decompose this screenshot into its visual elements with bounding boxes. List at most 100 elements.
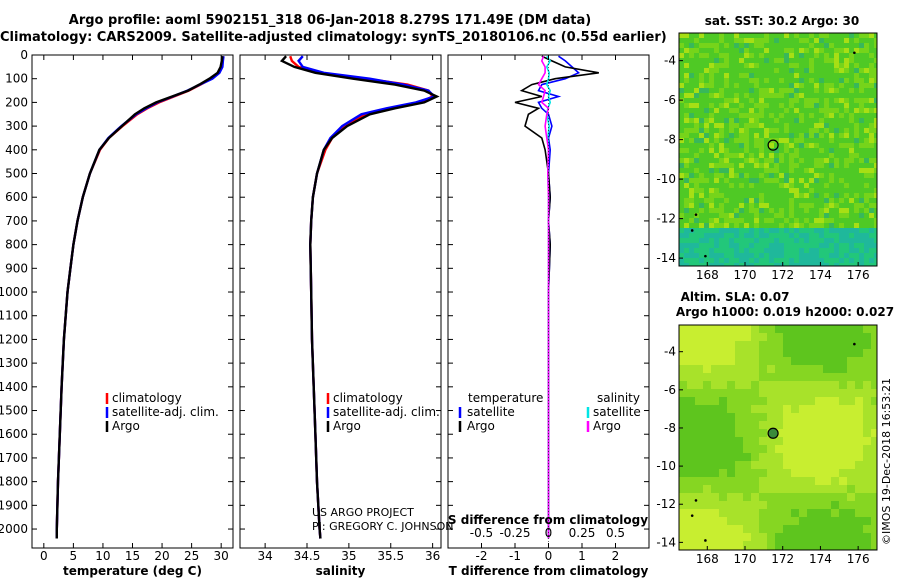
map-cell (679, 485, 687, 493)
map-cell (874, 238, 877, 243)
map-cell (769, 128, 774, 133)
map-cell (814, 88, 819, 93)
map-x-tick-label: 174 (809, 552, 832, 566)
map-cell (799, 248, 804, 253)
map-cell (699, 143, 704, 148)
map-cell (799, 381, 807, 389)
map-cell (744, 113, 749, 118)
map-y-tick-label: -14 (656, 251, 676, 265)
map-cell (829, 133, 834, 138)
map-cell (727, 397, 735, 405)
map-cell (807, 325, 815, 333)
map-cell (729, 88, 734, 93)
map-cell (847, 405, 855, 413)
map-cell (759, 78, 764, 83)
map-cell (754, 123, 759, 128)
map-cell (819, 78, 824, 83)
map-cell (864, 138, 869, 143)
y-tick-label: 2000 (0, 522, 28, 536)
map-cell (854, 38, 859, 43)
map-cell (799, 437, 807, 445)
map-cell (859, 188, 864, 193)
map-cell (703, 485, 711, 493)
map-cell (804, 128, 809, 133)
map-cell (855, 445, 863, 453)
map-cell (743, 533, 751, 541)
map-cell (684, 183, 689, 188)
map-cell (819, 213, 824, 218)
map-cell (699, 263, 704, 266)
map-cell (703, 501, 711, 509)
map-cell (839, 98, 844, 103)
map-cell (807, 501, 815, 509)
map-cell (751, 509, 759, 517)
map-cell (764, 253, 769, 258)
map-cell (709, 158, 714, 163)
map-cell (774, 223, 779, 228)
map-cell (869, 138, 874, 143)
map-cell (849, 78, 854, 83)
map-cell (743, 445, 751, 453)
map-cell (759, 238, 764, 243)
map-cell (735, 429, 743, 437)
map-cell (783, 341, 791, 349)
map-cell (804, 63, 809, 68)
map-cell (704, 48, 709, 53)
map-cell (779, 263, 784, 266)
map-cell (814, 148, 819, 153)
map-cell (744, 133, 749, 138)
map-cell (839, 413, 847, 421)
map-cell (863, 541, 871, 549)
map-cell (844, 208, 849, 213)
map-cell (724, 83, 729, 88)
map-cell (739, 153, 744, 158)
map-cell (844, 108, 849, 113)
map-cell (874, 73, 877, 78)
x-tick-label: 1 (578, 549, 586, 563)
map-cell (864, 173, 869, 178)
map-cell (719, 38, 724, 43)
map-cell (699, 108, 704, 113)
map-cell (815, 469, 823, 477)
map-cell (804, 123, 809, 128)
map-cell (784, 253, 789, 258)
map-cell (829, 78, 834, 83)
map-cell (864, 58, 869, 63)
map-cell (809, 188, 814, 193)
map-cell (807, 533, 815, 541)
map-cell (743, 493, 751, 501)
series-line-salinity-satellite-adj--clim- (297, 55, 437, 539)
map-cell (714, 203, 719, 208)
map-cell (834, 163, 839, 168)
map-cell (709, 248, 714, 253)
map-cell (704, 148, 709, 153)
map-cell (869, 153, 874, 158)
map-cell (794, 98, 799, 103)
map-cell (711, 517, 719, 525)
map-cell (804, 98, 809, 103)
map-cell (729, 128, 734, 133)
map-cell (699, 208, 704, 213)
map-cell (684, 153, 689, 158)
map-cell (863, 365, 871, 373)
map-cell (704, 38, 709, 43)
map-cell (783, 517, 791, 525)
map-cell (719, 113, 724, 118)
map-cell (719, 213, 724, 218)
map-cell (784, 163, 789, 168)
map-cell (789, 78, 794, 83)
map-cell (854, 168, 859, 173)
map-cell (767, 405, 775, 413)
map-cell (687, 525, 695, 533)
map-cell (719, 397, 727, 405)
map-cell (829, 108, 834, 113)
map-cell (719, 68, 724, 73)
map-cell (699, 228, 704, 233)
map-cell (703, 517, 711, 525)
map-cell (789, 258, 794, 263)
map-cell (804, 173, 809, 178)
map-cell (859, 183, 864, 188)
map-cell (823, 325, 831, 333)
map-cell (824, 243, 829, 248)
